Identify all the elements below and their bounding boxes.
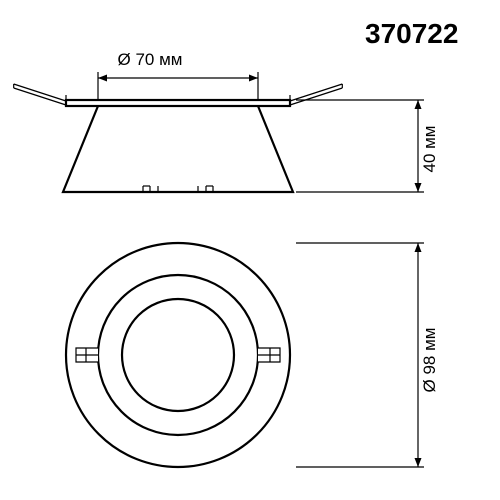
dimension-label-top-diameter: Ø 70 мм [118,50,183,70]
dimension-label-plan-diameter: Ø 98 мм [420,328,440,393]
dimension-label-height: 40 мм [420,125,440,172]
technical-drawing-svg [0,0,500,500]
diagram-canvas: 370722 Ø 70 мм 40 мм Ø 98 мм [0,0,500,500]
